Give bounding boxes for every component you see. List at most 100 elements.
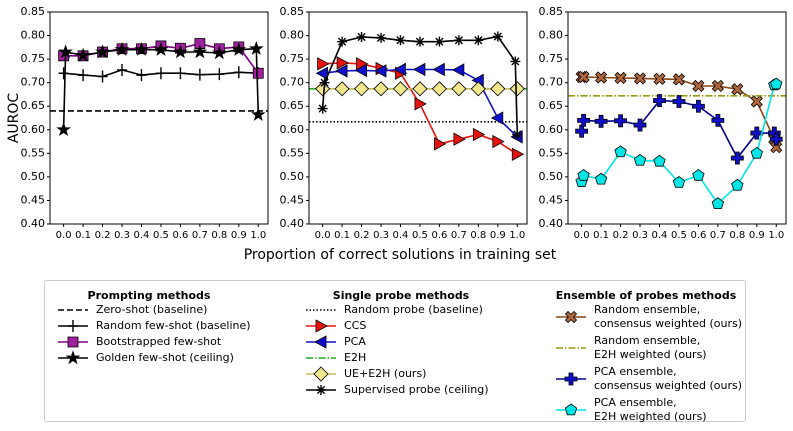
x-tick-label: 0.9: [231, 230, 247, 241]
y-tick-label: 0.60: [280, 123, 305, 136]
legend-symbol: [556, 403, 586, 416]
legend-label: Random few-shot (baseline): [96, 319, 251, 332]
y-tick-label: 0.65: [539, 99, 564, 112]
legend-title: Single probe methods: [332, 289, 470, 302]
marker: [97, 70, 108, 83]
legend-symbol: [556, 372, 586, 386]
legend-symbol: [58, 320, 88, 332]
marker: [319, 77, 330, 88]
legend-symbol: [306, 366, 336, 382]
y-tick-label: 0.85: [280, 5, 305, 18]
marker: [65, 350, 81, 365]
marker: [317, 103, 328, 114]
legend-title: Prompting methods: [87, 289, 211, 302]
marker: [434, 137, 447, 151]
legend-symbol: [58, 309, 88, 311]
y-tick-label: 0.75: [280, 52, 305, 65]
marker: [711, 197, 725, 209]
marker: [577, 113, 590, 127]
legend-symbol: [58, 350, 88, 365]
x-tick-label: 0.4: [393, 230, 409, 241]
legend-label: Bootstrapped few-shot: [96, 335, 222, 348]
x-tick-label: 0.8: [470, 230, 486, 241]
x-tick-label: 1.0: [509, 230, 525, 241]
y-tick-label: 0.70: [539, 76, 564, 89]
marker: [750, 146, 763, 159]
marker: [214, 68, 225, 81]
marker: [67, 336, 79, 348]
y-axis-label: AUROC: [6, 93, 22, 144]
legend-label: Random probe (baseline): [344, 303, 483, 316]
marker: [315, 66, 329, 80]
marker: [335, 64, 348, 78]
y-tick-label: 0.80: [280, 29, 305, 42]
marker: [95, 44, 110, 59]
plot-area: [50, 38, 268, 137]
marker: [192, 44, 208, 59]
marker: [58, 67, 69, 80]
x-tick-label: 0.3: [373, 230, 389, 241]
y-tick-label: 0.60: [539, 123, 564, 136]
legend-label: Golden few-shot (ceiling): [96, 351, 234, 364]
marker: [595, 71, 608, 84]
marker: [194, 68, 205, 81]
marker: [575, 124, 589, 138]
chart: 0.40 0.45 0.50 0.55 0.60 0.65 0.70 0.75 0.80 0.85…: [6, 5, 787, 263]
y-tick-label: 0.40: [21, 217, 46, 230]
plot-area: [309, 31, 527, 161]
x-tick-label: 0.5: [153, 230, 169, 241]
marker: [692, 99, 705, 113]
marker: [750, 95, 763, 108]
x-tick-label: 1.0: [768, 230, 784, 241]
x-tick-label: 0.4: [652, 230, 668, 241]
x-tick-label: 0.6: [690, 230, 706, 241]
marker: [564, 310, 578, 324]
plot-frame: [308, 11, 528, 225]
marker: [672, 73, 686, 86]
marker: [492, 31, 503, 42]
y-tick-label: 0.80: [539, 29, 564, 42]
marker: [413, 62, 426, 77]
x-tick-label: 0.9: [749, 230, 765, 241]
marker: [770, 141, 783, 154]
marker: [175, 67, 186, 80]
legend-label: Zero-shot (baseline): [96, 303, 208, 316]
marker: [711, 113, 725, 127]
y-tick-label: 0.80: [21, 29, 46, 42]
y-tick-label: 0.75: [539, 52, 564, 65]
marker: [451, 81, 467, 97]
plot-area: [568, 70, 786, 209]
x-tick-label: 0.0: [315, 230, 331, 241]
x-tick-label: 0.2: [613, 230, 629, 241]
x-tick-label: 0.9: [490, 230, 506, 241]
y-tick-label: 0.50: [539, 170, 564, 183]
legend-symbol: [306, 309, 336, 311]
legend-label: PCA ensemble, consensus weighted (ours): [594, 365, 743, 392]
x-tick-label: 0.7: [710, 230, 726, 241]
plot-frame: [49, 11, 269, 225]
x-tick-label: 0.2: [354, 230, 370, 241]
x-tick-label: 0.1: [334, 230, 350, 241]
marker: [134, 41, 149, 56]
legend-symbol: [556, 347, 586, 349]
y-tick-label: 0.55: [21, 146, 46, 159]
marker: [153, 41, 169, 56]
marker: [594, 172, 608, 185]
legend-symbol: [306, 357, 336, 359]
x-tick-label: 0.4: [134, 230, 150, 241]
marker: [374, 64, 387, 78]
marker: [633, 72, 647, 85]
marker: [510, 56, 521, 67]
plot-frame: [567, 11, 787, 225]
series-line: [62, 47, 260, 130]
marker: [594, 114, 608, 128]
marker: [353, 81, 370, 97]
x-tick-label: 0.0: [574, 230, 590, 241]
marker: [731, 83, 744, 96]
marker: [117, 63, 128, 76]
x-tick-label: 0.1: [593, 230, 609, 241]
legend-label: Random ensemble, consensus weighted (our…: [594, 303, 743, 330]
legend: Prompting methods Zero-shot (baseline) Ran…: [44, 280, 746, 423]
marker: [376, 32, 387, 43]
y-tick-label: 0.85: [21, 5, 46, 18]
